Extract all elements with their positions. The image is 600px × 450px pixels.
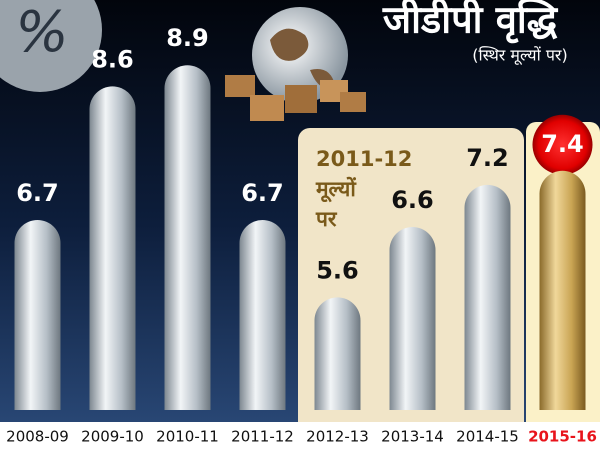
globe-illustration: [225, 7, 366, 121]
bar: [14, 220, 61, 410]
annotation-line: पर: [315, 207, 338, 231]
value-label: 7.4: [541, 130, 584, 158]
value-label: 5.6: [316, 256, 359, 284]
annotation-line: 2011-12: [316, 147, 412, 171]
value-label: 7.2: [466, 144, 509, 172]
x-tick-label: 2011-12: [231, 428, 294, 446]
value-highlight: [532, 114, 593, 175]
chart-title: जीडीपी वृद्धि: [382, 0, 559, 44]
value-label: 6.7: [16, 179, 59, 207]
bar: [164, 65, 211, 410]
bar: [464, 184, 511, 410]
value-label: 8.9: [166, 24, 209, 52]
annotation-line: मूल्यों: [315, 176, 357, 203]
value-label: 8.6: [91, 45, 134, 73]
x-tick-label: 2009-10: [81, 428, 144, 446]
value-label: 6.6: [391, 186, 434, 214]
bar: [89, 86, 136, 411]
icon-circle: [0, 0, 102, 92]
x-tick-label: 2010-11: [156, 428, 219, 446]
x-tick-label: 2014-15: [456, 428, 519, 446]
bar: [314, 297, 361, 410]
bar: [239, 220, 286, 410]
x-tick-label: 2008-09: [6, 428, 69, 446]
category-strip: [0, 422, 600, 450]
x-tick-label: 2012-13: [306, 428, 369, 446]
x-tick-label: 2015-16: [528, 428, 597, 446]
icon-text: %: [15, 0, 68, 65]
value-label: 6.7: [241, 179, 284, 207]
bar: [539, 170, 586, 410]
x-tick-label: 2013-14: [381, 428, 444, 446]
chart-subtitle: (स्थिर मूल्यों पर): [472, 46, 567, 66]
bar: [389, 227, 436, 410]
